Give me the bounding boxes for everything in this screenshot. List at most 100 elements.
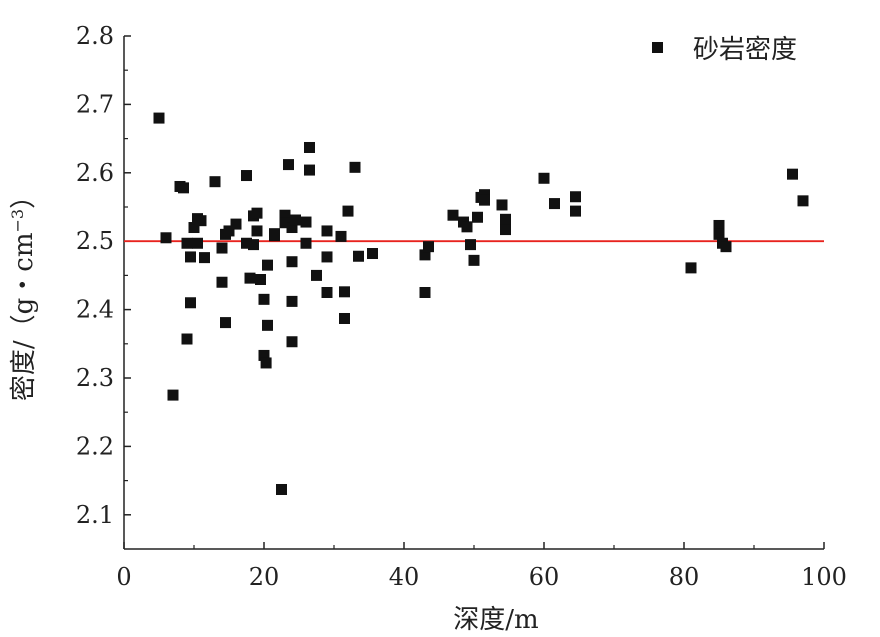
data-point (713, 219, 725, 231)
data-point (286, 336, 298, 348)
data-point (500, 224, 511, 236)
data-point (276, 483, 287, 495)
data-point (496, 199, 508, 211)
data-point (251, 225, 263, 237)
data-point (353, 250, 364, 262)
data-point (160, 232, 172, 244)
data-point (269, 228, 280, 240)
y-tick-label: 2.6 (76, 159, 114, 187)
data-point (342, 205, 354, 217)
data-point (419, 287, 431, 298)
data-point (185, 251, 196, 263)
data-point (262, 319, 273, 331)
data-point (286, 295, 298, 307)
data-point (181, 333, 193, 345)
data-point (188, 222, 200, 234)
x-tick-label: 80 (669, 563, 700, 591)
data-point (216, 242, 228, 254)
data-point (468, 254, 480, 266)
y-axis-title: 密度/（g・cm−3） (8, 183, 40, 401)
data-point (311, 269, 322, 281)
data-point (260, 357, 272, 369)
data-point (283, 159, 294, 171)
data-point (349, 161, 361, 173)
data-point (321, 251, 333, 263)
data-point (321, 287, 333, 298)
data-point (300, 237, 312, 249)
x-axis: 0 20 40 60 80 100 (116, 542, 847, 591)
data-point (339, 286, 350, 298)
data-point (472, 211, 483, 223)
y-tick-label: 2.3 (76, 364, 114, 392)
data-point (181, 237, 193, 249)
data-point (286, 256, 298, 268)
data-points (153, 112, 809, 495)
x-tick-label: 60 (529, 563, 560, 591)
y-axis-title-main: 密度/（g・cm (9, 232, 39, 401)
legend-marker-square (652, 42, 663, 53)
data-point (195, 215, 207, 227)
x-axis-title: 深度/m (453, 605, 538, 635)
data-point (241, 170, 252, 182)
data-point (419, 249, 431, 261)
data-point (258, 293, 270, 305)
data-point (549, 198, 560, 210)
data-point (787, 168, 798, 180)
data-point (153, 112, 165, 124)
data-point (720, 241, 732, 253)
y-axis-title-close: ） (9, 183, 39, 209)
data-point (685, 262, 697, 274)
data-point (321, 225, 333, 237)
data-point (367, 248, 378, 260)
x-tick-label: 100 (801, 563, 847, 591)
y-axis-title-group: 密度/（g・cm−3） (8, 183, 40, 401)
data-point (570, 205, 581, 217)
y-axis-title-exponent: −3 (8, 209, 27, 233)
data-point (797, 195, 809, 207)
data-point (304, 164, 315, 176)
data-point (500, 213, 511, 225)
data-point (538, 172, 550, 184)
data-point (423, 241, 434, 253)
data-point (304, 141, 315, 153)
data-point (178, 182, 189, 194)
data-point (300, 216, 312, 228)
y-tick-label: 2.8 (76, 22, 114, 50)
x-tick-label: 20 (249, 563, 280, 591)
data-point (335, 230, 347, 242)
y-tick-label: 2.2 (76, 432, 114, 460)
data-point (290, 214, 301, 226)
data-point (447, 209, 459, 221)
data-point (230, 218, 242, 230)
x-tick-label: 0 (116, 563, 131, 591)
data-point (220, 317, 231, 329)
data-point (251, 207, 263, 219)
data-point (185, 297, 196, 309)
y-tick-label: 2.1 (76, 501, 114, 529)
data-point (192, 237, 203, 249)
data-point (167, 389, 179, 401)
data-point (255, 274, 266, 286)
data-point (209, 176, 221, 188)
data-point (465, 239, 476, 251)
legend: 砂岩密度 (652, 35, 797, 65)
y-tick-label: 2.5 (76, 227, 114, 255)
data-point (479, 194, 490, 206)
data-point (216, 276, 228, 288)
data-point (286, 222, 298, 234)
data-point (241, 237, 252, 249)
data-point (279, 217, 291, 229)
data-point (279, 209, 291, 221)
data-point (570, 191, 581, 203)
y-axis: 2.1 2.2 2.3 2.4 2.5 2.6 2.7 2.8 (76, 22, 131, 549)
data-point (713, 228, 725, 240)
data-point (262, 259, 273, 271)
data-point (244, 272, 256, 284)
legend-label: 砂岩密度 (693, 35, 797, 65)
data-point (258, 349, 270, 361)
x-tick-label: 40 (389, 563, 420, 591)
y-tick-label: 2.4 (76, 296, 114, 324)
data-point (223, 225, 235, 237)
data-point (339, 312, 350, 324)
